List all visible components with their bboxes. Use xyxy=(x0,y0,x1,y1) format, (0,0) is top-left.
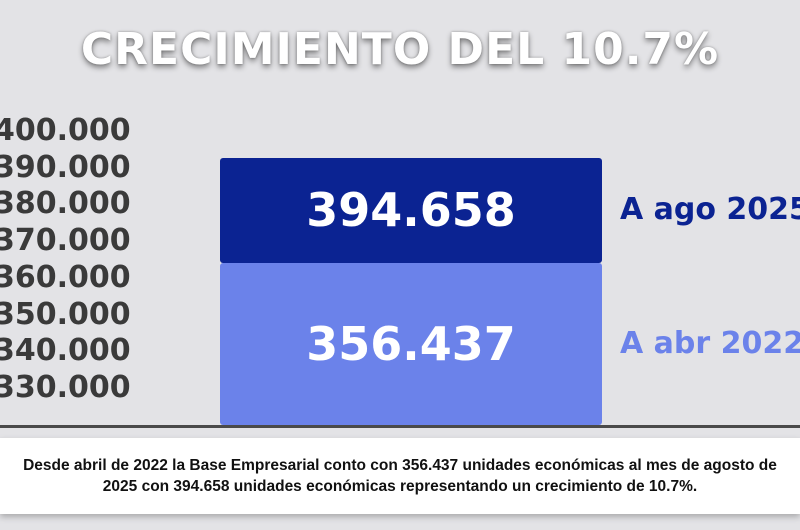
y-tick-label: 400.000 xyxy=(0,113,131,148)
y-tick-label: 350.000 xyxy=(0,296,131,332)
y-tick-label: 380.000 xyxy=(0,186,131,222)
chart-title: CRECIMIENTO DEL 10.7% xyxy=(80,24,720,75)
y-tick-label: 360.000 xyxy=(0,259,131,295)
bar-ago-2025: 394.658 xyxy=(220,157,602,263)
series-label-ago-2025: A ago 2025 xyxy=(620,192,800,228)
bar-value-label: 394.658 xyxy=(306,183,516,238)
footer-text: Desde abril de 2022 la Base Empresarial … xyxy=(23,457,777,495)
footer-note: Desde abril de 2022 la Base Empresarial … xyxy=(0,438,800,514)
y-tick-label: 370.000 xyxy=(0,223,131,259)
bar-abr-2022: 356.437 xyxy=(220,262,602,425)
axis-baseline xyxy=(0,425,800,428)
bar-value-label: 356.437 xyxy=(306,316,516,371)
series-label-abr-2022: A abr 2022 xyxy=(620,325,800,361)
y-tick-label: 330.000 xyxy=(0,369,131,405)
y-tick-label: 390.000 xyxy=(0,149,131,185)
y-tick-label: 340.000 xyxy=(0,333,131,369)
